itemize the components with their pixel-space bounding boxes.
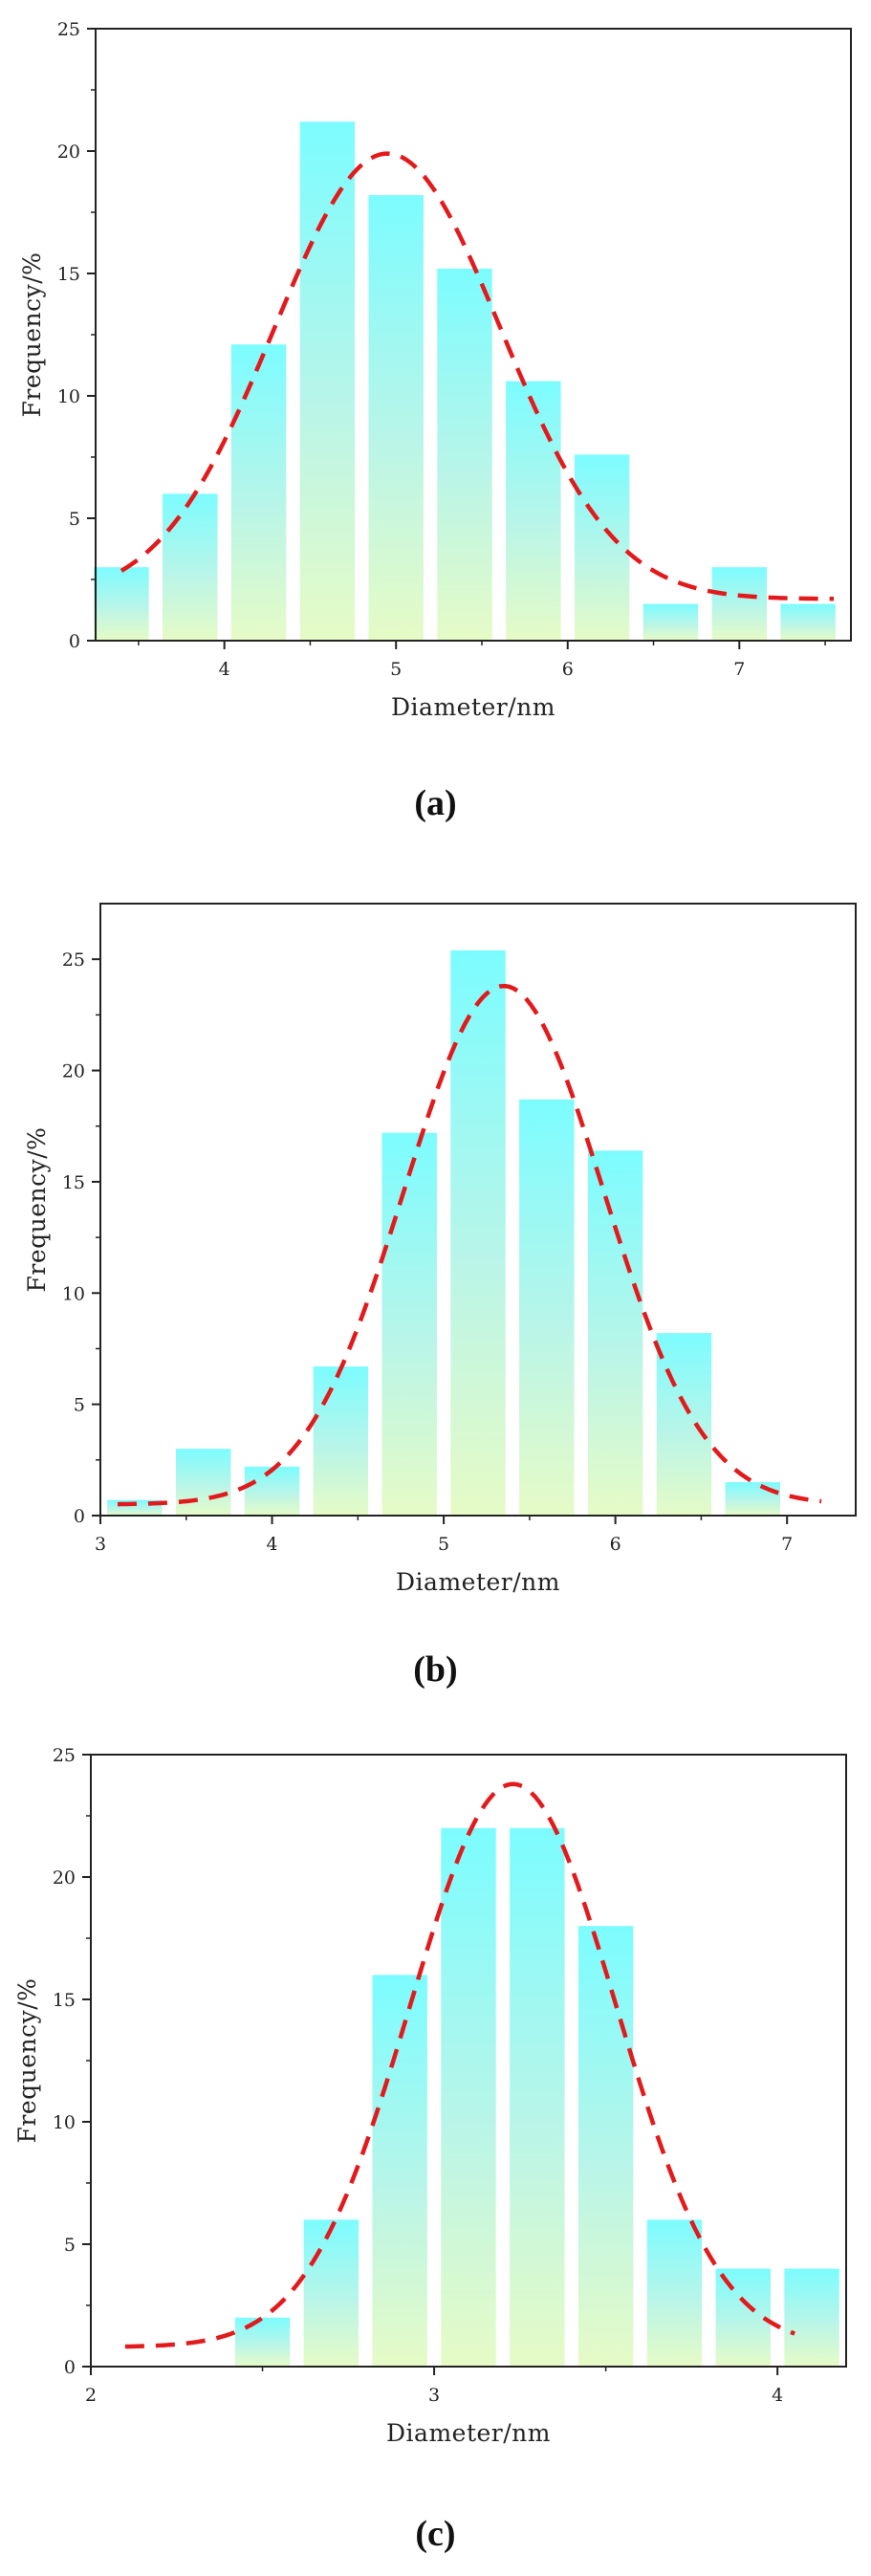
histogram-bar — [642, 603, 699, 641]
histogram-chart-a: 0 5 10 15 20 25 4 5 6 7 Diameter/nm Frequency/% — [18, 19, 852, 721]
y-tick-label: 15 — [57, 264, 80, 285]
gaussian-fit-curve — [117, 983, 822, 1507]
x-tick-label: 4 — [266, 1534, 277, 1555]
panel-label-b: (b) — [413, 1649, 458, 1690]
y-tick-label: 20 — [62, 1061, 85, 1082]
y-tick-label: 5 — [74, 1395, 85, 1416]
histogram-bar — [711, 567, 768, 641]
histogram-bar — [780, 603, 836, 641]
y-axis-label: Frequency/% — [18, 252, 46, 418]
histogram-bar — [244, 1466, 300, 1516]
histogram-bar — [450, 950, 506, 1516]
chart-panel-a: 0 5 10 15 20 25 4 5 6 7 Diameter/nm Frequency/% (a) — [0, 0, 871, 841]
y-axis-label: Frequency/% — [23, 1127, 51, 1293]
y-tick-label: 5 — [64, 2235, 76, 2256]
gaussian-fit-curve — [120, 151, 835, 601]
histogram-bar — [784, 2268, 839, 2367]
y-tick-label: 5 — [69, 509, 80, 530]
x-axis-label: Diameter/nm — [391, 693, 555, 721]
histogram-bar — [437, 268, 492, 641]
y-tick-label: 10 — [62, 1283, 85, 1304]
y-tick-label: 20 — [53, 1867, 76, 1888]
x-axis-label: Diameter/nm — [386, 2419, 551, 2447]
x-tick-label: 4 — [772, 2385, 783, 2406]
histogram-bar — [176, 1449, 231, 1516]
histogram-bar — [715, 2268, 771, 2367]
y-tick-label: 25 — [57, 19, 80, 40]
y-tick-label: 15 — [62, 1172, 85, 1193]
y-tick-label: 10 — [53, 2112, 76, 2133]
chart-panel-c: 0 5 10 15 20 25 2 3 4 Diameter/nm Frequency/% (c) — [0, 1721, 871, 2576]
y-tick-label: 25 — [53, 1745, 76, 1766]
y-tick-label: 10 — [57, 386, 80, 407]
y-axis-label: Frequency/% — [13, 1978, 41, 2144]
panel-label-c: (c) — [415, 2514, 456, 2554]
histogram-bar — [381, 1132, 437, 1516]
histogram-bar — [163, 493, 218, 641]
histogram-bar — [656, 1333, 712, 1516]
x-tick-label: 5 — [390, 659, 402, 680]
histogram-bar — [577, 1926, 634, 2367]
histogram-bar — [234, 2317, 291, 2367]
x-tick-label: 7 — [733, 659, 745, 680]
histogram-bar — [506, 381, 561, 641]
histogram-bar — [230, 344, 287, 641]
x-axis-label: Diameter/nm — [396, 1568, 560, 1596]
y-tick-label: 0 — [74, 1506, 85, 1527]
histogram-bar — [441, 1827, 496, 2367]
histogram-bar — [299, 121, 356, 641]
chart-panel-b: 0 5 10 15 20 25 3 4 5 6 7 Diameter/nm Frequency/% (b… — [0, 861, 871, 1712]
histogram-bar — [372, 1975, 427, 2367]
y-tick-label: 20 — [57, 142, 80, 163]
x-tick-label: 5 — [438, 1534, 449, 1555]
x-tick-label: 3 — [95, 1534, 106, 1555]
histogram-bar — [313, 1366, 369, 1516]
y-tick-label: 0 — [69, 631, 80, 652]
y-tick-label: 0 — [64, 2357, 76, 2378]
histogram-bar — [646, 2219, 703, 2367]
plot-frame — [99, 903, 857, 1517]
y-tick-label: 25 — [62, 950, 85, 971]
histogram-bar — [303, 2219, 359, 2367]
histogram-bar — [574, 454, 630, 641]
x-tick-label: 2 — [85, 2385, 97, 2406]
histogram-bar — [94, 567, 149, 641]
gaussian-fit-curve — [124, 1781, 795, 2349]
histogram-chart-c: 0 5 10 15 20 25 2 3 4 Diameter/nm Frequency/% — [13, 1745, 847, 2447]
panel-label-a: (a) — [414, 783, 457, 823]
histogram-chart-b: 0 5 10 15 20 25 3 4 5 6 7 Diameter/nm Frequency/% — [23, 903, 857, 1596]
histogram-bar — [725, 1482, 780, 1516]
histogram-bar — [368, 195, 424, 641]
x-tick-label: 4 — [219, 659, 230, 680]
x-tick-label: 7 — [781, 1534, 793, 1555]
histogram-bar — [587, 1150, 643, 1516]
y-tick-label: 15 — [53, 1990, 76, 2011]
x-tick-label: 6 — [562, 659, 574, 680]
histogram-bar — [510, 1827, 565, 2367]
x-tick-label: 3 — [428, 2385, 440, 2406]
x-tick-label: 6 — [610, 1534, 621, 1555]
histogram-bar — [519, 1099, 575, 1516]
